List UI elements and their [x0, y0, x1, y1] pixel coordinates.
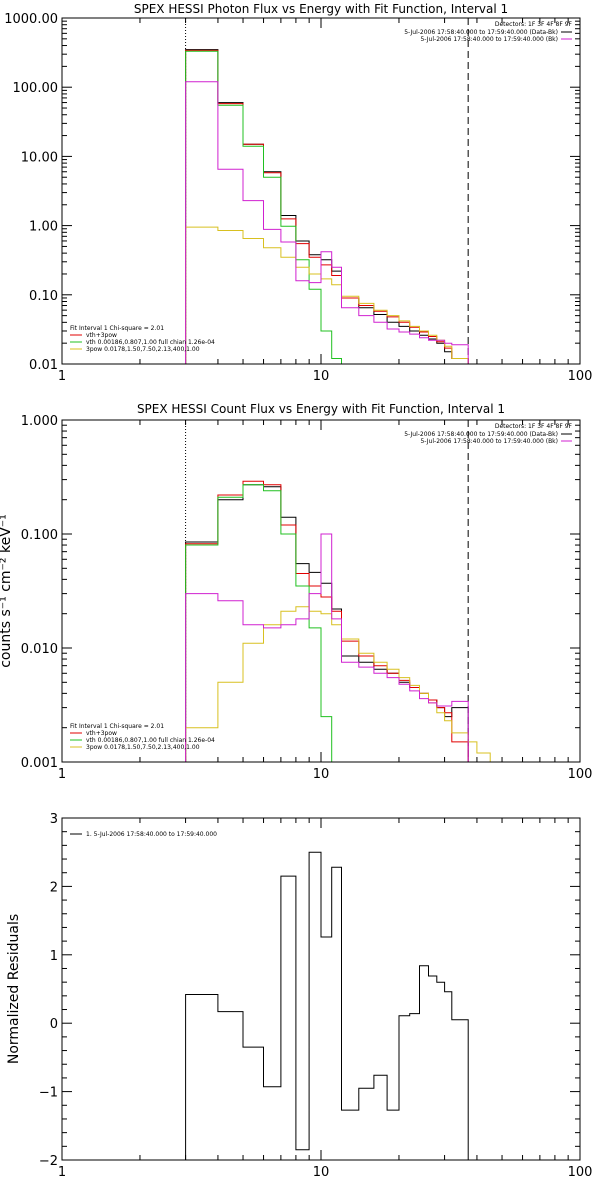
series-line-3pow	[185, 606, 491, 762]
fit-legend-header: Fit Interval 1 Chi-square = 2.01	[70, 325, 164, 332]
x-tick-label: 100	[568, 767, 593, 782]
chart-panel-1: SPEX HESSI Photon Flux vs Energy with Fi…	[4, 2, 593, 384]
y-axis-label: counts s⁻¹ cm⁻² keV⁻¹	[0, 514, 14, 668]
legend-entry-label: 3pow 0.0178,1.50,7.50,2.13,400,1.00	[86, 346, 200, 353]
series-line-data-bk	[185, 484, 469, 762]
legend-entry-label: 5-Jul-2006 17:58:40.000 to 17:59:40.000 …	[404, 431, 558, 438]
y-tick-label: −2	[39, 1154, 58, 1169]
x-tick-label: 100	[568, 1165, 593, 1180]
y-tick-label: 0.01	[29, 358, 58, 373]
x-tick-label: 1	[58, 369, 66, 384]
plot-frame	[61, 419, 581, 763]
x-tick-label: 1	[58, 1165, 66, 1180]
fit-legend-header: Fit Interval 1 Chi-square = 2.01	[70, 723, 164, 730]
legend-entry-label: vth 0.00186,0.807,1.00 full chian 1.26e-…	[86, 339, 215, 346]
chart-title: SPEX HESSI Photon Flux vs Energy with Fi…	[134, 2, 508, 16]
y-tick-label: 1.00	[29, 220, 58, 235]
chart-panel-2: SPEX HESSI Count Flux vs Energy with Fit…	[0, 402, 593, 782]
x-tick-label: 1	[58, 767, 66, 782]
y-tick-label: 0.001	[21, 756, 58, 771]
legend-entry-label: 5-Jul-2006 17:58:40.000 to 17:59:40.000 …	[404, 29, 558, 36]
legend-detectors: Detectors: 1F 3F 4F 8F 9F	[495, 21, 573, 28]
series-line-vth	[185, 484, 333, 762]
series-group	[185, 49, 469, 364]
plot-frame	[61, 17, 581, 365]
legend-entry-label: 3pow 0.0178,1.50,7.50,2.13,400,1.00	[86, 744, 200, 751]
series-line-1-5-jul-2006-17-58-40-000-to-17-59-40-000	[185, 851, 469, 1160]
legend-entry-label: vth+3pow	[86, 332, 117, 339]
x-tick-label: 100	[568, 369, 593, 384]
series-group	[185, 851, 469, 1160]
y-tick-label: 3	[50, 812, 58, 827]
y-tick-label: 1000.00	[4, 12, 58, 27]
chart-panel-3: Normalized Residuals 1 10 100 −2 −1 0 1 2 3 1. 5-J…	[6, 812, 593, 1180]
legend-detectors: Detectors: 1F 3F 4F 8F 9F	[495, 423, 573, 430]
series-group	[185, 480, 491, 762]
x-tick-label: 10	[313, 1165, 330, 1180]
series-line-vth-3pow	[185, 49, 469, 364]
plot-frame	[61, 817, 581, 1161]
legend-entry-label: 5-Jul-2006 17:58:40.000 to 17:59:40.000 …	[420, 438, 558, 445]
y-tick-label: 10.00	[21, 150, 58, 165]
y-tick-label: 2	[50, 880, 58, 895]
y-tick-label: −1	[39, 1086, 58, 1101]
series-line-3pow	[185, 226, 469, 364]
chart-title: SPEX HESSI Count Flux vs Energy with Fit…	[137, 402, 505, 416]
series-line-data-bk	[185, 49, 469, 364]
series-line-vth-3pow	[185, 480, 469, 762]
y-tick-label: 0.100	[21, 528, 58, 543]
y-tick-label: 0.10	[29, 289, 58, 304]
legend-entry-label: vth+3pow	[86, 730, 117, 737]
y-tick-label: 0	[50, 1017, 58, 1032]
x-tick-label: 10	[313, 369, 330, 384]
y-tick-label: 1	[50, 949, 58, 964]
y-axis-label: Normalized Residuals	[6, 914, 22, 1064]
legend-entry-label: 5-Jul-2006 17:58:40.000 to 17:59:40.000 …	[420, 36, 558, 43]
y-tick-label: 0.010	[21, 642, 58, 657]
x-tick-label: 10	[313, 767, 330, 782]
series-line-bk	[185, 81, 469, 364]
legend-entry-label: 1. 5-Jul-2006 17:58:40.000 to 17:59:40.0…	[86, 831, 217, 838]
series-line-vth	[185, 50, 342, 364]
y-tick-label: 1.000	[21, 414, 58, 429]
series-line-bk	[185, 533, 469, 762]
y-tick-label: 100.00	[13, 81, 59, 96]
legend-entry-label: vth 0.00186,0.807,1.00 full chian 1.26e-…	[86, 737, 215, 744]
